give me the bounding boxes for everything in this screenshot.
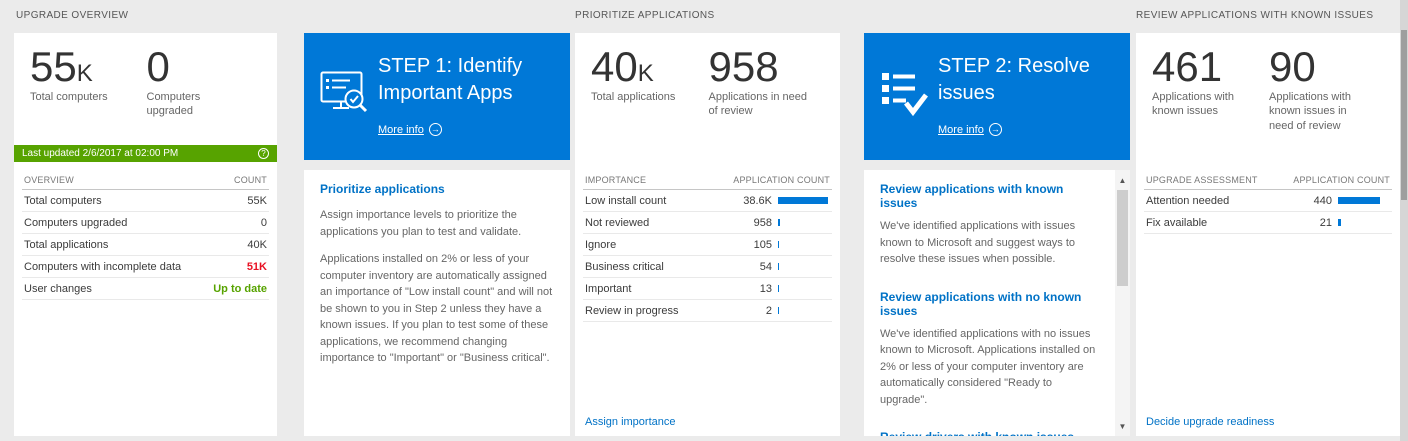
resolve-issues-icon — [880, 71, 928, 122]
count-bar — [1338, 219, 1341, 226]
page-scrollbar[interactable] — [1400, 0, 1408, 441]
table-row-low-install-count[interactable]: Low install count 38.6K — [583, 190, 832, 212]
col-upgrade-assessment: UPGRADE ASSESSMENT — [1146, 175, 1258, 185]
stat-total-computers: 55K Total computers — [30, 43, 133, 119]
section-header-prioritize: PRIORITIZE APPLICATIONS — [575, 10, 715, 21]
section-header-review: REVIEW APPLICATIONS WITH KNOWN ISSUES — [1136, 10, 1374, 21]
review-apps-no-known-issues-link[interactable]: Review applications with no known issues — [880, 289, 1082, 318]
table-row-review-in-progress[interactable]: Review in progress 2 — [583, 300, 832, 322]
step2-detail-card: Review applications with known issues We… — [864, 170, 1130, 436]
identify-apps-icon — [320, 71, 372, 122]
table-header: IMPORTANCE APPLICATION COUNT — [583, 169, 832, 190]
table-row-computers-upgraded[interactable]: Computers upgraded 0 — [22, 212, 269, 234]
table-row-business-critical[interactable]: Business critical 54 — [583, 256, 832, 278]
stat-label: Total applications — [591, 91, 676, 104]
status-value-red: 51K — [246, 260, 267, 273]
assign-importance-link[interactable]: Assign importance — [585, 416, 676, 428]
stat-value: 958 — [708, 43, 779, 90]
col-count: COUNT — [234, 175, 267, 185]
stat-apps-need-review: 958 Applications in need of review — [708, 43, 813, 119]
scrollbar[interactable]: ▲ ▼ — [1115, 170, 1130, 436]
count-bar — [778, 285, 779, 292]
table-row-total-computers[interactable]: Total computers 55K — [22, 190, 269, 212]
last-updated-banner: Last updated 2/6/2017 at 02:00 PM ? — [14, 145, 277, 162]
last-updated-text: Last updated 2/6/2017 at 02:00 PM — [22, 148, 179, 159]
stat-label: Applications with known issues in need o… — [1269, 91, 1351, 132]
step1-more-info-link[interactable]: More info → — [378, 123, 442, 136]
table-row-incomplete-data[interactable]: Computers with incomplete data 51K — [22, 256, 269, 278]
stat-value: 0 — [146, 43, 170, 90]
scrollbar-thumb[interactable] — [1117, 190, 1128, 286]
stat-value: 90 — [1269, 43, 1316, 90]
decide-upgrade-readiness-link[interactable]: Decide upgrade readiness — [1146, 416, 1275, 428]
table-row-not-reviewed[interactable]: Not reviewed 958 — [583, 212, 832, 234]
review-known-issues-panel: 461 Applications with known issues 90 Ap… — [1136, 33, 1400, 436]
scroll-up-icon[interactable]: ▲ — [1118, 175, 1127, 185]
review-item: Review applications with known issues We… — [880, 182, 1102, 268]
step2-card: STEP 2: Resolve issues More info → — [864, 33, 1130, 160]
upgrade-assessment-table: UPGRADE ASSESSMENT APPLICATION COUNT Att… — [1144, 169, 1392, 234]
prioritize-text-1: Assign importance levels to prioritize t… — [320, 209, 522, 238]
table-row-user-changes[interactable]: User changes Up to date — [22, 278, 269, 300]
prioritize-applications-panel: 40K Total applications 958 Applications … — [575, 33, 840, 436]
stat-apps-known-issues: 461 Applications with known issues — [1152, 43, 1255, 133]
table-row-ignore[interactable]: Ignore 105 — [583, 234, 832, 256]
stat-label: Total computers — [30, 91, 108, 104]
scroll-down-icon[interactable]: ▼ — [1118, 421, 1127, 431]
step2-more-info-link[interactable]: More info → — [938, 123, 1002, 136]
table-row-total-applications[interactable]: Total applications 40K — [22, 234, 269, 256]
step2-title: STEP 2: Resolve issues — [938, 55, 1090, 104]
upgrade-overview-panel: 55K Total computers 0 Computers upgraded… — [14, 33, 277, 436]
stat-label: Applications with known issues — [1152, 91, 1234, 118]
stat-value: 461 — [1152, 43, 1223, 90]
review-item-text: We've identified applications with no is… — [880, 327, 1096, 406]
step1-title: STEP 1: Identify Important Apps — [378, 55, 523, 104]
table-row-attention-needed[interactable]: Attention needed 440 — [1144, 190, 1392, 212]
help-icon[interactable]: ? — [258, 148, 269, 159]
stat-apps-known-issues-need-review: 90 Applications with known issues in nee… — [1269, 43, 1372, 133]
count-bar — [1338, 197, 1380, 204]
review-item: Review applications with no known issues… — [880, 290, 1102, 409]
review-drivers-known-issues-link[interactable]: Review drivers with known issues — [880, 430, 1102, 436]
prioritize-text-2: Applications installed on 2% or less of … — [320, 253, 553, 364]
review-apps-known-issues-link[interactable]: Review applications with known issues — [880, 182, 1064, 210]
count-bar — [778, 197, 828, 204]
count-bar — [778, 219, 780, 226]
step2-scroll-content: Review applications with known issues We… — [864, 170, 1130, 436]
stat-label: Applications in need of review — [708, 91, 807, 118]
prioritize-stats: 40K Total applications 958 Applications … — [575, 33, 840, 119]
table-row-important[interactable]: Important 13 — [583, 278, 832, 300]
stat-computers-upgraded: 0 Computers upgraded — [146, 43, 250, 119]
review-stats: 461 Applications with known issues 90 Ap… — [1136, 33, 1400, 133]
review-item: Review drivers with known issues We've i… — [880, 430, 1102, 436]
col-application-count: APPLICATION COUNT — [733, 175, 830, 185]
overview-stats: 55K Total computers 0 Computers upgraded — [14, 33, 277, 119]
overview-table: OVERVIEW COUNT Total computers 55K Compu… — [22, 169, 269, 300]
col-overview: OVERVIEW — [24, 175, 74, 185]
stat-label: Computers upgraded — [146, 91, 201, 118]
table-header: OVERVIEW COUNT — [22, 169, 269, 190]
arrow-right-icon: → — [988, 123, 1002, 136]
table-header: UPGRADE ASSESSMENT APPLICATION COUNT — [1144, 169, 1392, 190]
table-row-fix-available[interactable]: Fix available 21 — [1144, 212, 1392, 234]
status-value-green: Up to date — [213, 282, 267, 295]
arrow-right-icon: → — [428, 123, 442, 136]
count-bar — [778, 241, 779, 248]
section-header-upgrade-overview: UPGRADE OVERVIEW — [16, 10, 129, 21]
stat-value: 40K — [591, 43, 654, 90]
review-item-text: We've identified applications with issue… — [880, 220, 1076, 265]
col-application-count: APPLICATION COUNT — [1293, 175, 1390, 185]
count-bar — [778, 263, 779, 270]
col-importance: IMPORTANCE — [585, 175, 647, 185]
stat-value: 55K — [30, 43, 93, 90]
stat-total-applications: 40K Total applications — [591, 43, 695, 119]
count-bar — [778, 307, 779, 314]
page-scrollbar-thumb[interactable] — [1401, 30, 1407, 200]
step1-detail-card: Prioritize applications Assign importanc… — [304, 170, 570, 436]
step1-card: STEP 1: Identify Important Apps More inf… — [304, 33, 570, 160]
prioritize-applications-heading: Prioritize applications — [320, 182, 445, 196]
importance-table: IMPORTANCE APPLICATION COUNT Low install… — [583, 169, 832, 322]
